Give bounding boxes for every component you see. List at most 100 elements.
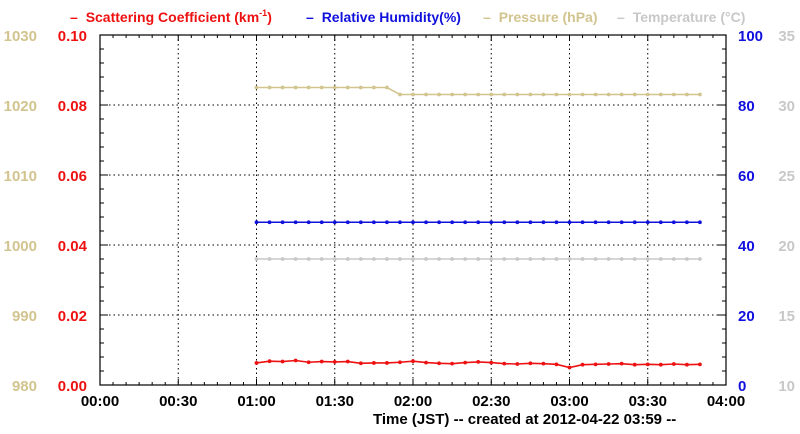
data-point-humidity [606,220,611,225]
data-point-humidity [645,220,650,225]
scattering-axis-tick-label: 0.10 [58,28,87,45]
scattering-axis-tick-label: 0.04 [58,238,88,255]
data-point-scattering [424,360,428,365]
data-point-humidity [671,220,676,225]
data-point-scattering [671,362,676,366]
data-point-scattering [684,362,689,367]
data-point-humidity [371,220,376,225]
data-point-pressure [606,92,611,97]
data-point-humidity [567,220,572,225]
data-point-pressure [332,85,337,90]
data-point-humidity [332,220,337,225]
data-point-scattering [502,361,507,366]
data-point-temperature [502,257,507,261]
data-point-pressure [580,92,585,97]
legend-scattering-sup: -1 [259,8,267,18]
data-point-humidity [476,220,481,225]
data-point-humidity [515,220,520,225]
data-point-pressure [541,92,546,97]
data-point-temperature [293,257,298,261]
x-tick-label: 01:00 [237,393,275,410]
data-point-humidity [424,220,428,225]
x-tick-label: 00:00 [81,393,119,410]
data-point-pressure [254,85,259,90]
data-point-temperature [593,257,598,261]
data-point-scattering [554,362,559,367]
data-point-humidity [619,220,624,225]
data-point-humidity [684,220,689,225]
data-point-temperature [437,257,441,261]
legend-pressure-label: Pressure (hPa) [499,9,598,25]
data-point-humidity [450,220,455,225]
data-point-scattering [541,361,546,366]
temperature-axis-tick-label: 10 [778,378,795,395]
data-point-pressure [398,92,402,97]
data-point-humidity [463,220,468,225]
data-point-scattering [698,362,702,367]
data-point-humidity [306,220,311,225]
legend-humidity: – Relative Humidity(%) [306,9,461,25]
humidity-axis-tick-label: 20 [738,308,755,325]
pressure-axis-tick-label: 1030 [4,28,37,45]
pressure-axis-tick-label: 990 [12,308,37,325]
data-point-temperature [319,257,324,261]
data-point-scattering [280,359,285,364]
x-tick-label: 00:30 [159,393,197,410]
x-axis-label: Time (JST) -- created at 2012-04-22 03:5… [373,411,676,428]
data-point-temperature [567,257,572,261]
data-point-temperature [632,257,637,261]
scattering-axis-tick-label: 0.02 [58,308,87,325]
data-point-scattering [254,361,259,365]
data-point-humidity [254,220,259,225]
legend-humidity-dash: – [306,9,314,25]
grid [100,35,726,385]
x-tick-label: 02:00 [394,393,432,410]
data-point-temperature [554,257,559,261]
data-point-temperature [476,257,481,261]
scattering-axis-tick-label: 0.06 [58,168,87,185]
temperature-axis-tick-label: 15 [778,308,795,325]
data-point-pressure [476,92,481,97]
legend-humidity-label: Relative Humidity(%) [322,9,461,25]
data-point-scattering [632,362,637,367]
data-point-temperature [385,257,389,261]
data-point-pressure [698,92,702,97]
x-tick-label: 03:00 [550,393,588,410]
legend-scattering: – Scattering Coefficient (km-1) [70,8,272,25]
data-point-pressure [267,85,272,90]
data-point-humidity [502,220,507,225]
data-point-humidity [319,220,324,225]
pressure-axis-tick-label: 1010 [4,168,37,185]
data-point-temperature [619,257,624,261]
scattering-axis-tick-label: 0.00 [58,378,87,395]
data-point-humidity [358,220,363,225]
data-point-scattering [437,361,441,366]
data-point-pressure [515,92,520,97]
data-point-scattering [358,361,363,366]
data-point-scattering [593,362,598,367]
data-point-scattering [515,362,520,366]
data-point-pressure [554,92,559,97]
data-point-temperature [411,257,415,261]
data-point-temperature [528,257,533,261]
data-point-temperature [684,257,689,261]
humidity-axis-tick-label: 60 [738,168,755,185]
data-point-temperature [658,257,663,261]
data-point-scattering [567,365,572,370]
data-point-temperature [267,257,272,261]
data-point-humidity [554,220,559,225]
data-point-pressure [306,85,311,90]
data-point-scattering [450,361,455,366]
data-point-temperature [254,257,259,261]
data-point-humidity [293,220,298,225]
data-point-temperature [580,257,585,261]
data-point-humidity [489,220,494,225]
data-point-humidity [345,220,350,225]
data-point-humidity [267,220,272,225]
data-point-temperature [671,257,676,261]
data-point-humidity [411,220,415,225]
data-point-pressure [645,92,650,97]
x-tick-label: 04:00 [707,393,745,410]
data-point-pressure [593,92,598,97]
data-point-pressure [567,92,572,97]
